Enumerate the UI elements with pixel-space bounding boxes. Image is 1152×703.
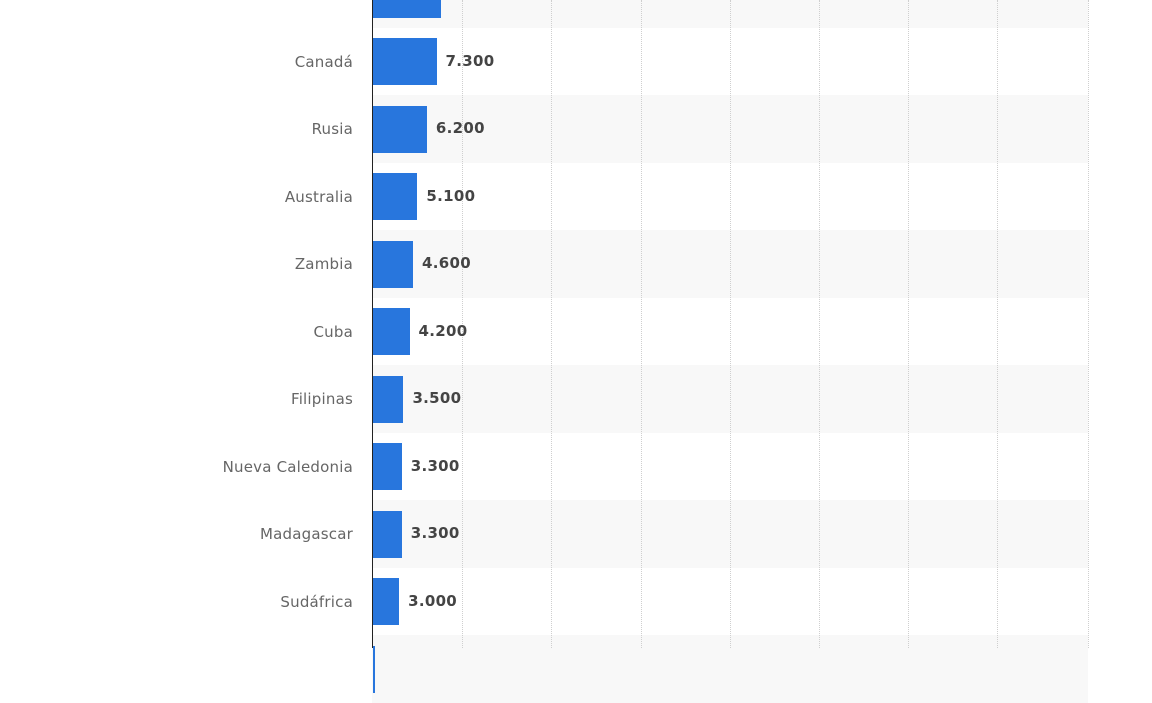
value-label: 3.300 — [410, 456, 460, 475]
value-label: 3.500 — [412, 389, 462, 407]
bar[interactable] — [373, 578, 400, 625]
bar-chart: Canadá 7.300 Rusia 6.200 Australia 5.100 Zambi… — [222, 0, 1089, 693]
gridline — [819, 0, 820, 648]
category-label: Nueva Caledonia — [222, 457, 353, 476]
bar[interactable] — [373, 308, 410, 355]
bar[interactable] — [373, 0, 441, 18]
value-label: 3.000 — [408, 591, 458, 610]
category-label: Cuba — [313, 322, 353, 341]
gridline — [1088, 0, 1089, 648]
gridline — [997, 0, 998, 648]
value-label: 6.200 — [435, 119, 485, 137]
bar[interactable] — [373, 375, 404, 423]
category-label: Sudáfrica — [280, 592, 353, 611]
category-label: Canadá — [294, 52, 353, 71]
category-label: Madagascar — [260, 525, 353, 543]
value-label: 5.100 — [426, 186, 476, 205]
bar[interactable] — [373, 105, 427, 153]
category-label: Australia — [284, 187, 353, 206]
value-label: 3.300 — [410, 524, 460, 542]
gridline — [730, 0, 731, 648]
value-label: 4.200 — [418, 321, 468, 340]
value-label: 4.600 — [422, 254, 471, 272]
bar[interactable] — [373, 645, 375, 693]
bar[interactable] — [373, 173, 418, 220]
y-axis-line — [372, 0, 373, 648]
category-label: Filipinas — [290, 390, 353, 408]
value-label: 7.300 — [445, 51, 495, 70]
gridline — [908, 0, 909, 648]
category-label: Rusia — [311, 120, 353, 138]
bar[interactable] — [373, 443, 402, 490]
gridline — [641, 0, 642, 648]
bar[interactable] — [373, 38, 437, 85]
bar[interactable] — [373, 240, 413, 288]
gridline — [551, 0, 552, 648]
bar[interactable] — [373, 510, 402, 558]
category-label: Zambia — [294, 255, 353, 273]
gridline — [462, 0, 463, 648]
